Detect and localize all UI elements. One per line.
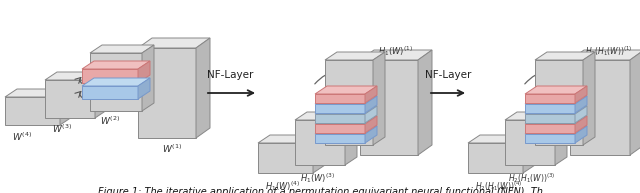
Polygon shape xyxy=(418,50,432,155)
Text: $W^{(1)}$: $W^{(1)}$ xyxy=(162,143,182,155)
Polygon shape xyxy=(468,135,535,143)
Polygon shape xyxy=(45,72,107,80)
Polygon shape xyxy=(525,126,587,134)
Polygon shape xyxy=(525,96,587,104)
Polygon shape xyxy=(360,60,418,155)
Polygon shape xyxy=(525,86,587,94)
Polygon shape xyxy=(138,38,210,48)
Polygon shape xyxy=(570,60,630,155)
Text: $H_2(H_1(W))^{(2)}$: $H_2(H_1(W))^{(2)}$ xyxy=(541,77,588,91)
Polygon shape xyxy=(345,112,357,165)
Text: $H_1(W)^{(3)}$: $H_1(W)^{(3)}$ xyxy=(300,171,335,185)
Polygon shape xyxy=(525,114,575,123)
Polygon shape xyxy=(142,45,154,111)
Polygon shape xyxy=(90,45,154,53)
Polygon shape xyxy=(295,112,357,120)
Polygon shape xyxy=(630,50,640,155)
Polygon shape xyxy=(82,78,150,86)
Polygon shape xyxy=(523,135,535,173)
Polygon shape xyxy=(258,143,313,173)
Polygon shape xyxy=(295,120,345,165)
Polygon shape xyxy=(90,53,142,111)
Text: $W^{(2)}$: $W^{(2)}$ xyxy=(100,115,120,127)
Polygon shape xyxy=(315,94,365,103)
Text: $H_2(H_1(W))^{(1)}$: $H_2(H_1(W))^{(1)}$ xyxy=(585,44,632,58)
Text: Figure 1: The iterative application of a permutation equivariant neural function: Figure 1: The iterative application of a… xyxy=(97,187,543,193)
Polygon shape xyxy=(315,126,377,134)
Polygon shape xyxy=(138,61,150,83)
Polygon shape xyxy=(325,52,385,60)
Polygon shape xyxy=(315,86,377,94)
Polygon shape xyxy=(575,126,587,143)
Polygon shape xyxy=(196,38,210,138)
Polygon shape xyxy=(5,89,72,97)
Polygon shape xyxy=(525,134,575,143)
Polygon shape xyxy=(525,106,587,114)
Polygon shape xyxy=(525,94,575,103)
Polygon shape xyxy=(325,60,373,145)
Text: NF-Layer: NF-Layer xyxy=(425,70,471,80)
Text: $H_1(W)^{(1)}$: $H_1(W)^{(1)}$ xyxy=(378,44,413,58)
Polygon shape xyxy=(468,143,523,173)
Polygon shape xyxy=(315,96,377,104)
Polygon shape xyxy=(315,106,377,114)
Polygon shape xyxy=(373,52,385,145)
Polygon shape xyxy=(365,126,377,143)
Text: $H_1(W)^{(2)}$: $H_1(W)^{(2)}$ xyxy=(331,77,366,91)
Polygon shape xyxy=(315,104,365,113)
Polygon shape xyxy=(525,116,587,124)
Polygon shape xyxy=(575,116,587,133)
Text: $H_2(H_1(W))^{(4)}$: $H_2(H_1(W))^{(4)}$ xyxy=(475,179,522,193)
Polygon shape xyxy=(45,80,95,118)
Polygon shape xyxy=(365,96,377,113)
Polygon shape xyxy=(505,112,567,120)
Polygon shape xyxy=(315,116,377,124)
Polygon shape xyxy=(315,124,365,133)
Polygon shape xyxy=(60,89,72,125)
Text: $H_1(W)^{(4)}$: $H_1(W)^{(4)}$ xyxy=(265,179,300,193)
Polygon shape xyxy=(5,97,60,125)
Polygon shape xyxy=(535,52,595,60)
Polygon shape xyxy=(365,86,377,103)
Polygon shape xyxy=(360,50,432,60)
Polygon shape xyxy=(570,50,640,60)
Polygon shape xyxy=(258,135,325,143)
Polygon shape xyxy=(525,124,575,133)
Polygon shape xyxy=(555,112,567,165)
Polygon shape xyxy=(138,78,150,99)
Polygon shape xyxy=(365,116,377,133)
Polygon shape xyxy=(315,134,365,143)
Polygon shape xyxy=(575,96,587,113)
Polygon shape xyxy=(138,48,196,138)
Text: $W^{(3)}$: $W^{(3)}$ xyxy=(52,123,72,135)
Polygon shape xyxy=(583,52,595,145)
Polygon shape xyxy=(82,69,138,83)
Polygon shape xyxy=(95,72,107,118)
Text: $W^{(4)}$: $W^{(4)}$ xyxy=(12,131,32,143)
Polygon shape xyxy=(82,61,150,69)
Polygon shape xyxy=(525,104,575,113)
Polygon shape xyxy=(82,86,138,99)
Polygon shape xyxy=(313,135,325,173)
Polygon shape xyxy=(575,86,587,103)
Text: NF-Layer: NF-Layer xyxy=(207,70,253,80)
Polygon shape xyxy=(315,114,365,123)
Polygon shape xyxy=(575,106,587,123)
Polygon shape xyxy=(535,60,583,145)
Polygon shape xyxy=(365,106,377,123)
Text: $H_2(H_1(W))^{(3)}$: $H_2(H_1(W))^{(3)}$ xyxy=(508,171,556,185)
Polygon shape xyxy=(505,120,555,165)
